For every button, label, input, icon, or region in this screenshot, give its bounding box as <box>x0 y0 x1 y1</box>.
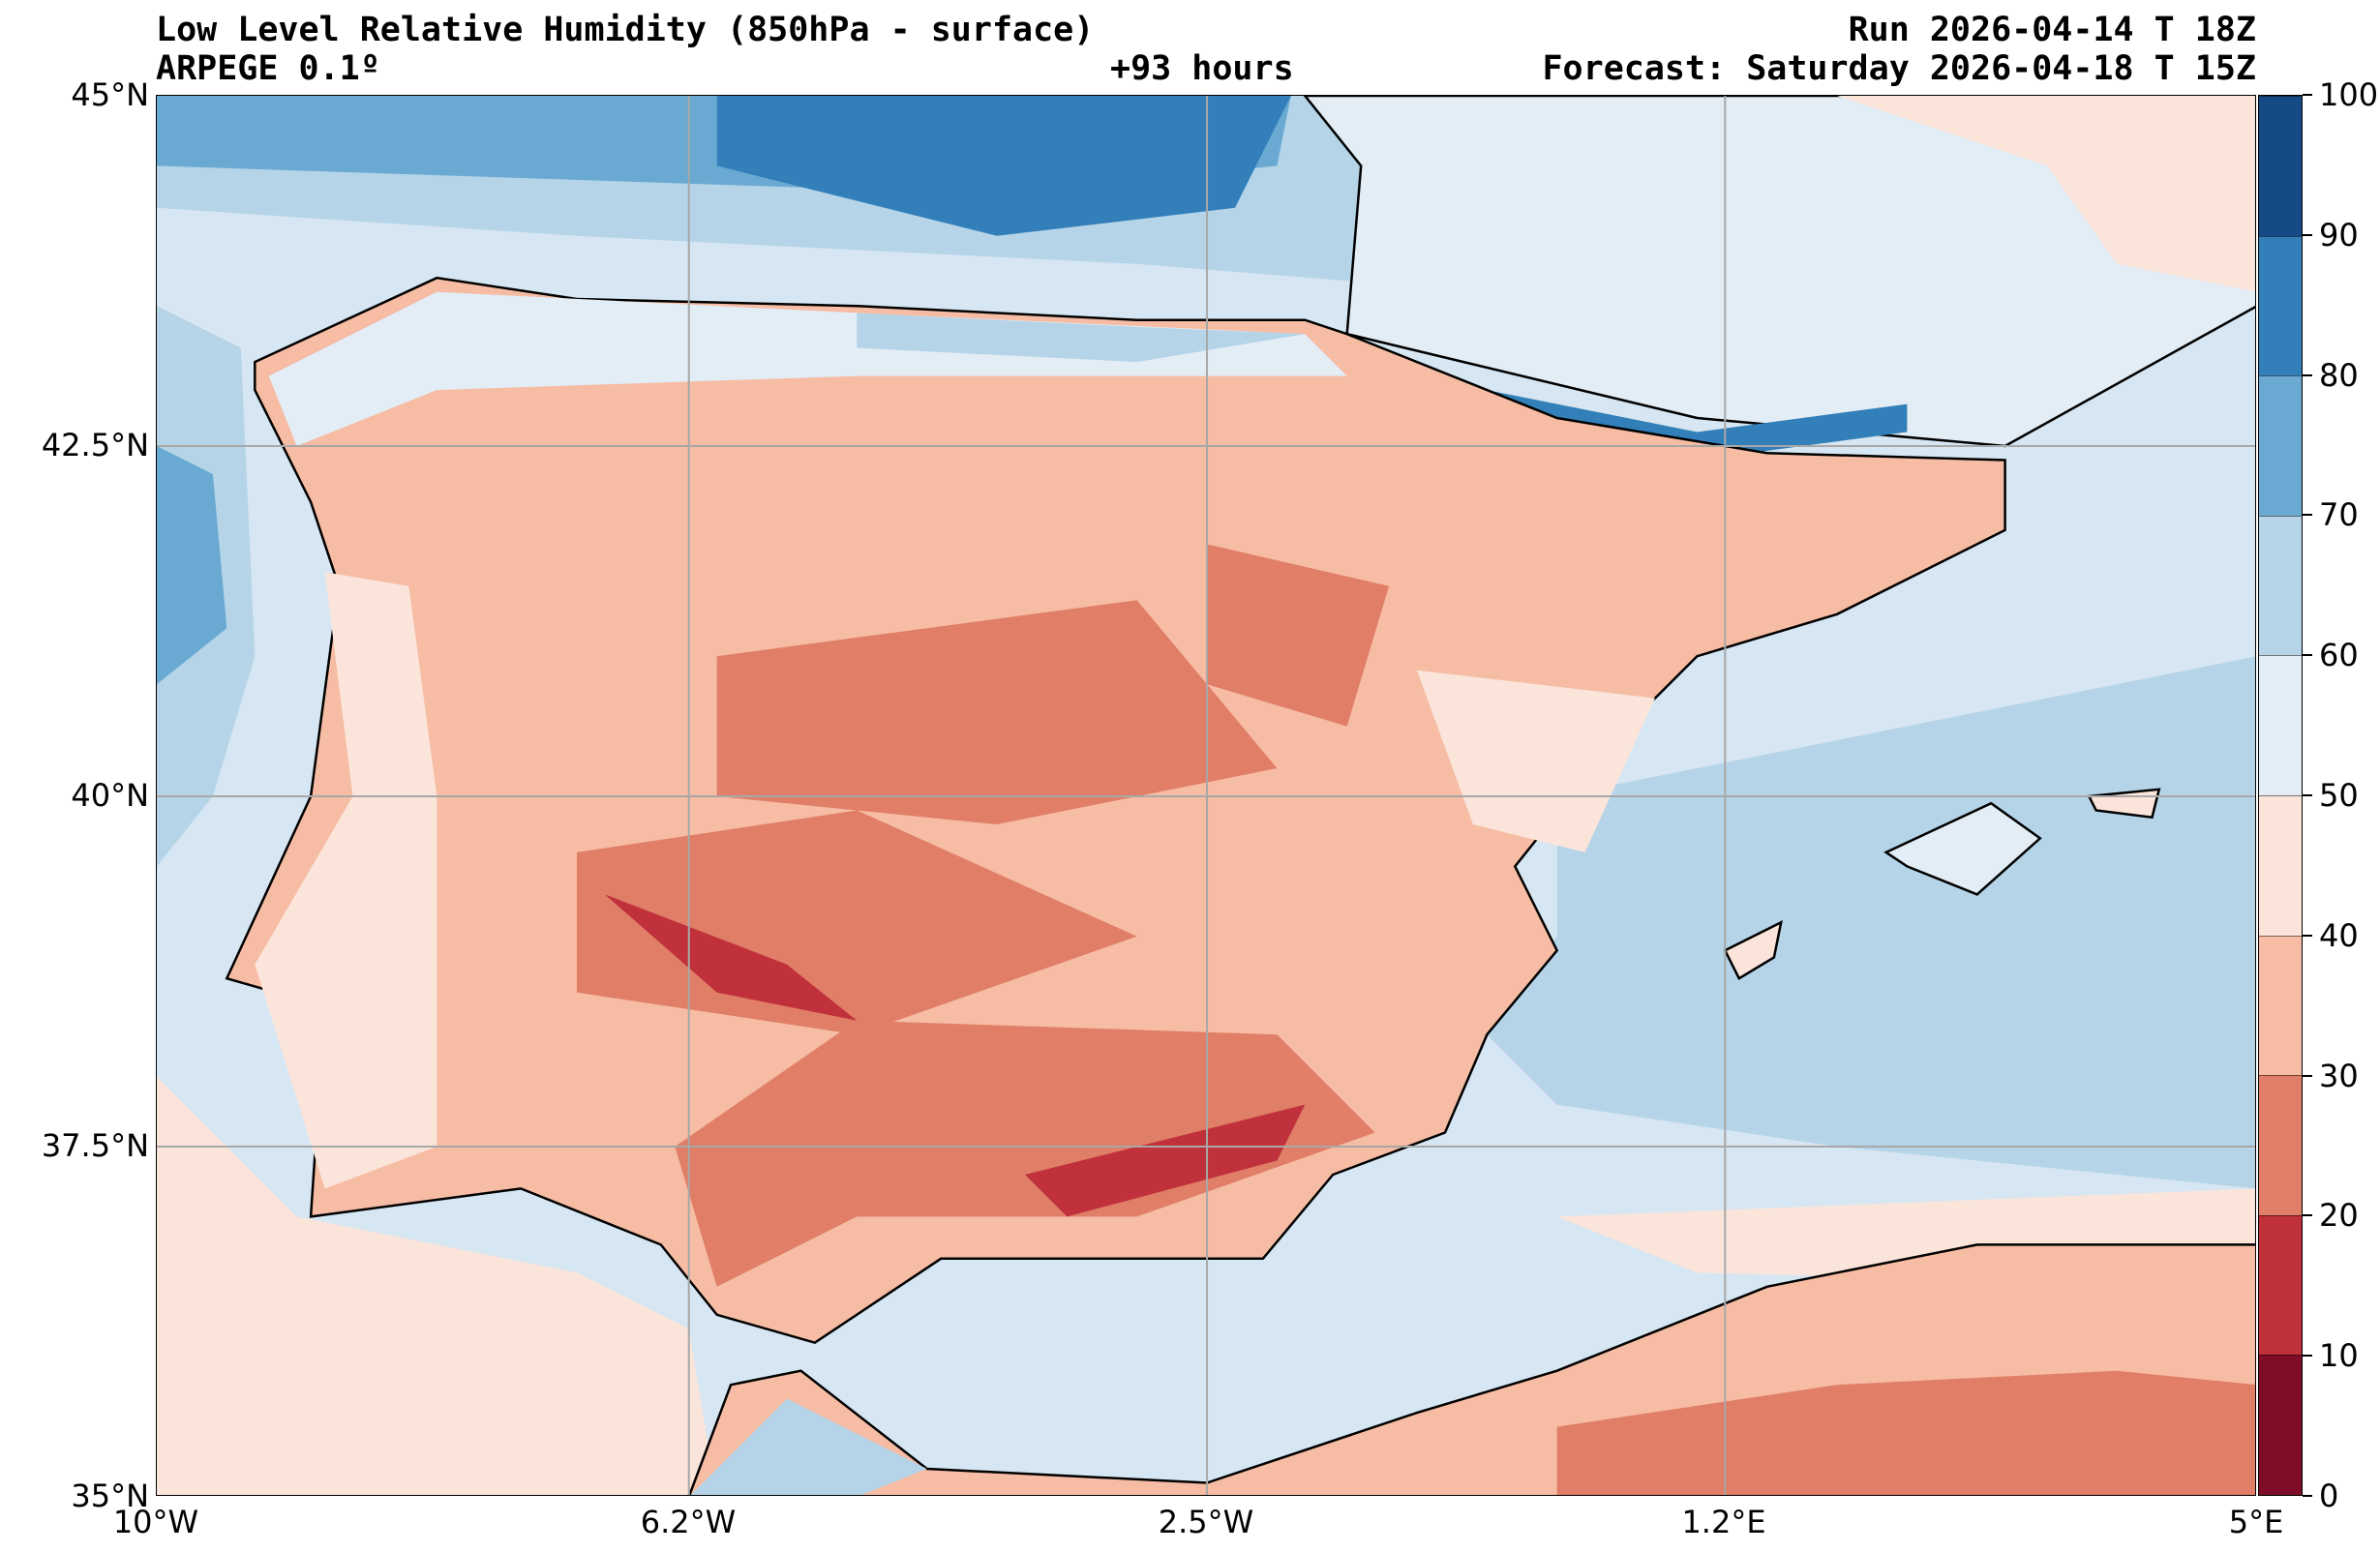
colorbar-label: 30 <box>2319 1057 2359 1094</box>
lon-label: 2.5°W <box>1158 1504 1254 1540</box>
land-humidity-zone <box>1207 544 1390 727</box>
lon-label: 6.2°W <box>640 1504 737 1540</box>
colorbar-label: 10 <box>2319 1337 2359 1375</box>
lead-time: +93 hours <box>1110 49 1294 88</box>
colorbar-segment <box>2259 935 2302 1076</box>
colorbar-label: 50 <box>2319 777 2359 814</box>
colorbar-tick <box>2303 233 2312 236</box>
colorbar <box>2258 95 2303 1496</box>
land-humidity-zone <box>1025 1104 1306 1217</box>
land-humidity-zone <box>716 600 1278 824</box>
colorbar-label: 20 <box>2319 1197 2359 1235</box>
land-iberia <box>225 276 2006 1345</box>
colorbar-tick <box>2303 373 2312 376</box>
lat-label: 42.5°N <box>41 427 149 463</box>
colorbar-tick <box>2303 514 2312 517</box>
humidity-map <box>156 95 2256 1496</box>
colorbar-label: 80 <box>2319 356 2359 394</box>
colorbar-label: 90 <box>2319 216 2359 254</box>
land-humidity-zone <box>255 572 437 1189</box>
land-humidity-zone <box>604 894 858 1021</box>
colorbar-tick <box>2303 1495 2312 1497</box>
colorbar-segment <box>2259 1075 2302 1215</box>
colorbar-segment <box>2259 96 2302 236</box>
lon-label: 10°W <box>112 1504 199 1540</box>
sea-humidity-zone <box>716 96 1291 236</box>
lon-label: 1.2°E <box>1681 1504 1766 1540</box>
colorbar-label: 60 <box>2319 637 2359 674</box>
colorbar-tick <box>2303 934 2312 937</box>
colorbar-label: 40 <box>2319 916 2359 954</box>
land-ibiza <box>1723 920 1783 980</box>
land-humidity-zone <box>1417 670 1655 852</box>
model-label: ARPEGE 0.1º <box>156 49 380 88</box>
sea-humidity-zone <box>157 446 227 685</box>
colorbar-label: 70 <box>2319 496 2359 534</box>
colorbar-segment <box>2259 1214 2302 1356</box>
colorbar-segment <box>2259 795 2302 936</box>
colorbar-tick <box>2303 1355 2312 1358</box>
lat-label: 37.5°N <box>41 1127 149 1164</box>
lon-label: 5°E <box>2228 1504 2284 1540</box>
run-time: Run 2026-04-14 T 18Z <box>1848 11 2256 49</box>
land-humidity-zone <box>1837 96 2255 292</box>
colorbar-segment <box>2259 655 2302 796</box>
sea-humidity-zone <box>1487 656 2255 1189</box>
colorbar-tick <box>2303 94 2312 96</box>
map-canvas <box>157 96 2255 1495</box>
chart-title: Low Level Relative Humidity (850hPa - su… <box>156 11 1095 49</box>
colorbar-label: 100 <box>2319 76 2379 113</box>
colorbar-segment <box>2259 235 2302 376</box>
land-humidity-zone <box>690 1398 927 1495</box>
lat-label: 35°N <box>71 1477 149 1514</box>
colorbar-segment <box>2259 515 2302 656</box>
land-humidity-zone <box>675 1020 1375 1287</box>
colorbar-tick <box>2303 654 2312 657</box>
land-mallorca <box>1883 801 2042 896</box>
colorbar-tick <box>2303 794 2312 796</box>
land-humidity-zone <box>1556 1370 2255 1495</box>
colorbar-segment <box>2259 1355 2302 1495</box>
colorbar-tick <box>2303 1214 2312 1217</box>
lat-label: 40°N <box>71 777 149 814</box>
colorbar-segment <box>2259 375 2302 516</box>
sea-humidity-zone <box>157 1076 717 1495</box>
lat-label: 45°N <box>71 76 149 113</box>
colorbar-label: 0 <box>2319 1477 2339 1514</box>
colorbar-tick <box>2303 1074 2312 1077</box>
land-humidity-zone <box>857 313 1306 363</box>
forecast-time: Forecast: Saturday 2026-04-18 T 15Z <box>1542 49 2256 88</box>
